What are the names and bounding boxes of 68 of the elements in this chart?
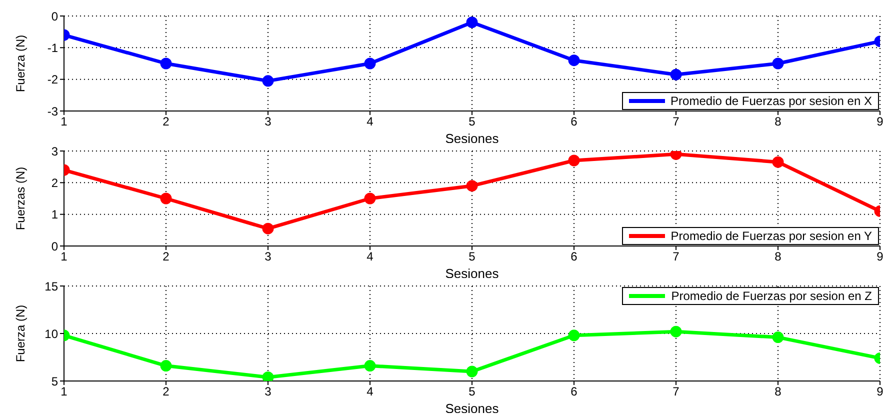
y-tick-label: 2	[51, 176, 58, 190]
point	[466, 366, 478, 378]
x-tick-label: 2	[162, 114, 170, 129]
point	[364, 192, 376, 204]
point	[568, 54, 580, 66]
point	[466, 16, 478, 28]
point	[466, 180, 478, 192]
point	[262, 371, 274, 381]
y-tick-label: -3	[47, 104, 58, 118]
x-tick-label: 5	[468, 114, 476, 129]
y-axis-title: Fuerza (N)	[13, 34, 28, 92]
point	[160, 192, 172, 204]
point	[772, 58, 784, 70]
point	[262, 75, 274, 87]
point	[262, 222, 274, 234]
y-tick-label: 0	[51, 239, 58, 254]
y-tick-label: 3	[51, 144, 58, 158]
x-tick-label: 2	[162, 250, 170, 264]
point	[364, 58, 376, 70]
x-tick-label: 5	[468, 250, 476, 264]
x-tick-label: 8	[774, 114, 782, 129]
point	[772, 156, 784, 168]
x-tick-label: 1	[60, 250, 68, 264]
point	[568, 154, 580, 166]
x-tick-label: 5	[468, 384, 476, 399]
x-tick-label: 7	[672, 250, 680, 264]
x-tick-label: 3	[264, 384, 272, 399]
x-tick-label: 8	[774, 250, 782, 264]
x-tick-label: 8	[774, 384, 782, 399]
legend-label: Promedio de Fuerzas por sesion en Z	[671, 289, 872, 303]
x-tick-label: 9	[876, 384, 884, 399]
legend-label: Promedio de Fuerzas por sesion en X	[670, 94, 872, 108]
x-tick-label: 6	[570, 114, 578, 129]
x-tick-label: 9	[876, 114, 884, 129]
x-tick-label: 9	[876, 250, 884, 264]
x-tick-label: 3	[264, 250, 272, 264]
point	[364, 360, 376, 372]
x-tick-label: 4	[366, 384, 374, 399]
y-tick-label: -1	[47, 40, 58, 55]
y-axis-title: Fuerzas (N)	[13, 166, 28, 230]
y-tick-label: 1	[51, 208, 58, 222]
point	[772, 332, 784, 344]
y-tick-label: 10	[44, 326, 58, 341]
x-axis-title: Sesiones	[445, 266, 500, 281]
x-axis-title: Sesiones	[445, 131, 500, 146]
x-tick-label: 1	[60, 384, 68, 399]
x-tick-label: 4	[366, 114, 374, 129]
x-tick-label: 6	[570, 384, 578, 399]
x-axis-title: Sesiones	[445, 401, 500, 416]
point	[670, 151, 682, 160]
y-tick-label: 5	[51, 374, 58, 388]
point	[568, 330, 580, 342]
legend-label: Promedio de Fuerzas por sesion en Y	[670, 229, 872, 243]
point	[670, 326, 682, 338]
x-tick-label: 3	[264, 114, 272, 129]
x-tick-label: 2	[162, 384, 170, 399]
y-tick-label: -2	[47, 72, 58, 87]
x-tick-label: 7	[672, 384, 680, 399]
x-tick-label: 4	[366, 250, 374, 264]
x-tick-label: 7	[672, 114, 680, 129]
y-axis-title: Fuerza (N)	[13, 304, 28, 362]
x-tick-label: 6	[570, 250, 578, 264]
x-tick-label: 1	[60, 114, 68, 129]
point	[160, 360, 172, 372]
y-tick-label: 0	[51, 9, 58, 24]
point	[670, 68, 682, 80]
y-tick-label: 15	[44, 279, 58, 294]
point	[160, 58, 172, 70]
